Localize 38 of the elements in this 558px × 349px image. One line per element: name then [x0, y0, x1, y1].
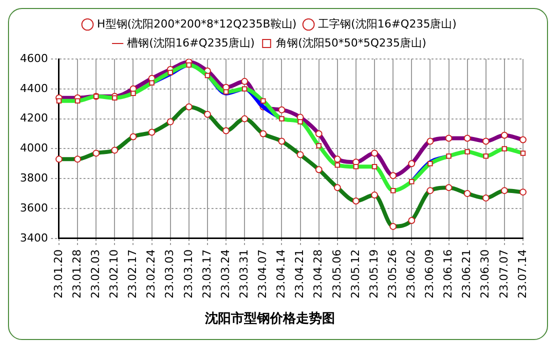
x-tick-label: 23.03.03 — [163, 249, 176, 298]
x-tick-label: 23.04.14 — [274, 249, 288, 298]
x-tick-label: 23.05.26 — [386, 249, 399, 298]
legend-label: 角钢(沈阳50*50*5Q235唐山) — [276, 36, 426, 50]
x-tick-label: 23.03.17 — [200, 249, 214, 298]
text: 沈阳市型钢价格走势图 — [204, 310, 335, 327]
y-tick-label: 4400 — [20, 82, 48, 95]
y-tick-label: 4200 — [20, 112, 48, 125]
x-tick-label: 23.07.07 — [497, 249, 510, 298]
y-tick-label: 3800 — [20, 171, 48, 184]
x-tick-label: 23.03.24 — [218, 249, 232, 298]
x-tick-label: 23.05.06 — [330, 249, 344, 298]
x-tick-label: 23.01.20 — [52, 249, 65, 298]
x-tick-label: 23.06.21 — [460, 249, 474, 298]
x-tick-label: 23.02.17 — [126, 249, 140, 298]
x-tick-label: 23.06.16 — [442, 249, 455, 298]
x-tick-label: 23.02.24 — [144, 249, 158, 298]
x-tick-label: 23.03.10 — [182, 249, 195, 298]
x-tick-label: 23.04.07 — [256, 249, 270, 298]
y-tick-label: 4600 — [20, 52, 48, 65]
legend-label: H型钢(沈阳200*200*8*12Q235B鞍山) — [97, 17, 297, 30]
x-tick-label: 23.04.28 — [312, 249, 325, 298]
y-tick-label: 4000 — [20, 142, 48, 155]
x-tick-label: 23.01.28 — [70, 249, 84, 298]
x-tick-label: 23.07.14 — [516, 249, 529, 298]
x-tick-label: 23.02.10 — [108, 249, 121, 298]
legend-label: 工字钢(沈阳16#Q235唐山) — [318, 17, 456, 30]
x-tick-label: 23.02.03 — [88, 249, 102, 298]
x-tick-label: 23.03.31 — [237, 249, 250, 298]
y-tick-label: 3400 — [20, 231, 48, 244]
x-tick-label: 23.06.02 — [404, 249, 418, 298]
x-tick-label: 23.04.21 — [293, 249, 306, 298]
x-tick-label: 23.05.19 — [367, 249, 380, 298]
legend-label: 槽钢(沈阳16#Q235唐山) — [127, 36, 255, 50]
y-tick-label: 3600 — [20, 201, 48, 214]
x-tick-label: 23.06.30 — [478, 249, 492, 298]
x-tick-label: 23.05.12 — [348, 249, 362, 298]
x-tick-label: 23.06.09 — [423, 249, 436, 298]
